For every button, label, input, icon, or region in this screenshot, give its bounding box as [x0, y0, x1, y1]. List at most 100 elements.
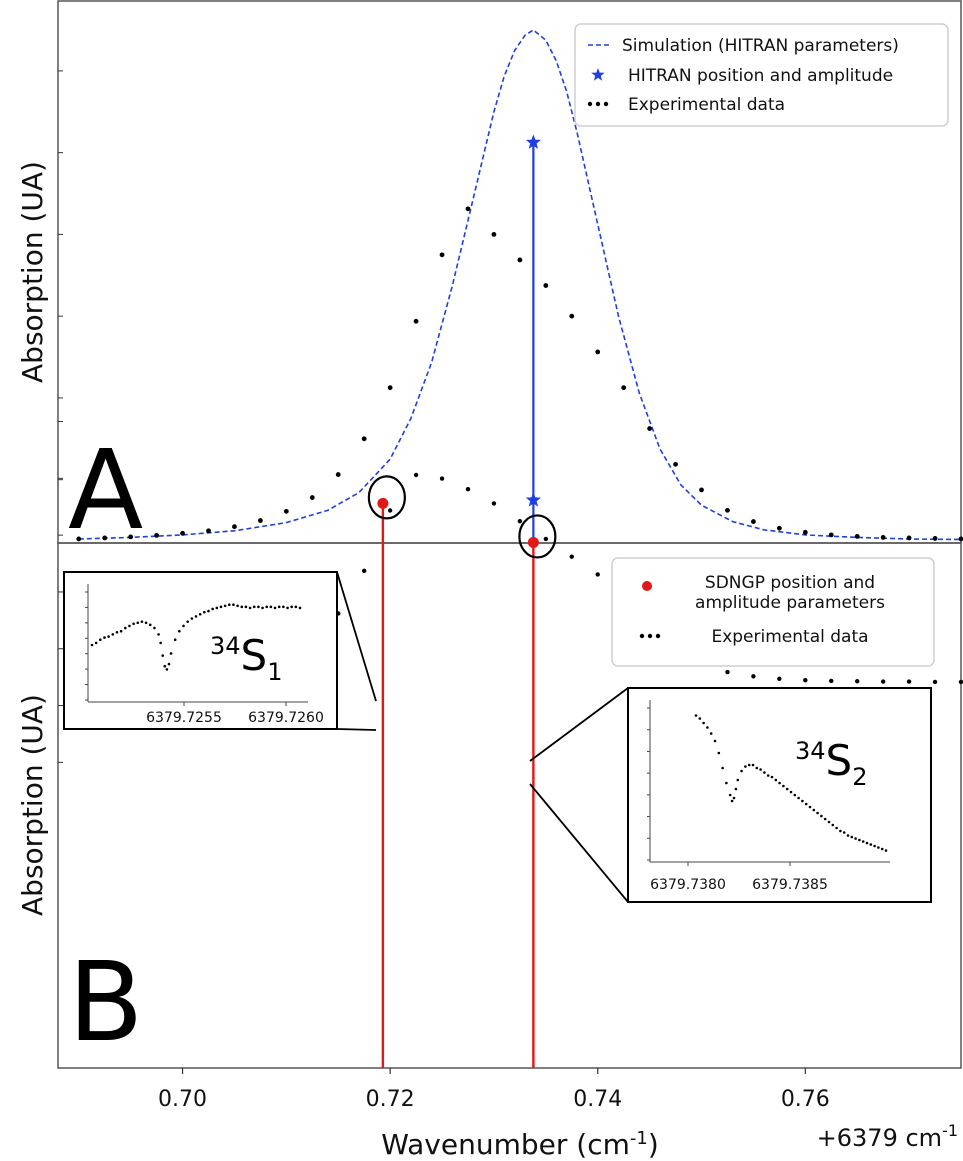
experimental-point	[673, 461, 678, 467]
inset-point	[244, 605, 248, 609]
inset-point	[793, 793, 797, 797]
inset-point	[694, 714, 698, 717]
experimental-point	[725, 507, 730, 513]
inset-xtick-label: 6379.7260	[248, 710, 324, 726]
inset-point	[157, 633, 160, 636]
legend-label-sdngp-line1: SDNGP position and	[705, 573, 875, 593]
inset-point	[136, 621, 140, 625]
inset-point	[198, 612, 202, 616]
inset-point	[165, 668, 169, 671]
experimental-point	[595, 572, 600, 577]
inset-point	[763, 771, 766, 774]
experimental-point	[387, 385, 393, 391]
inset-connector	[529, 687, 629, 762]
inset-point	[839, 829, 842, 833]
inset-point	[90, 643, 94, 647]
inset-point	[236, 604, 239, 608]
inset-point	[858, 838, 861, 842]
inset-point	[107, 635, 110, 638]
experimental-point	[128, 534, 134, 540]
x-tick-label: 0.76	[781, 1087, 830, 1112]
experimental-point	[491, 501, 497, 506]
inset-point	[190, 617, 194, 620]
experimental-point	[439, 476, 445, 481]
inset-point	[167, 662, 171, 666]
legend-red-dot-icon	[642, 581, 652, 591]
experimental-point	[932, 679, 938, 685]
inset-point	[854, 837, 857, 840]
inset-point	[717, 751, 721, 755]
inset-xtick-label: 6379.7385	[752, 877, 828, 893]
isotope-mass-number: 34	[795, 737, 826, 765]
panel-a-letter: A	[68, 426, 143, 554]
isotope-label: 34S1	[210, 631, 283, 686]
x-offset-text: +6379 cm	[817, 1124, 942, 1152]
experimental-point	[958, 679, 963, 685]
legend-dots-icon	[603, 101, 609, 107]
inset-xtick-label: 6379.7380	[650, 877, 726, 893]
x-title-close: )	[648, 1128, 659, 1161]
inset-point	[148, 623, 152, 627]
inset-point	[706, 726, 709, 729]
experimental-point	[647, 426, 653, 431]
sdngp-marker	[527, 536, 539, 548]
inset-point	[744, 765, 747, 768]
legend-star-icon	[591, 68, 605, 81]
inset-point	[709, 732, 713, 735]
inset-point	[223, 604, 227, 608]
x-axis-title: Wavenumber (cm-1)	[381, 1128, 659, 1161]
experimental-point	[621, 385, 627, 391]
inset-point	[203, 610, 206, 614]
inset-connector	[529, 783, 629, 903]
inset-point	[273, 606, 277, 610]
inset-point	[880, 847, 884, 851]
experimental-point	[803, 677, 808, 683]
legend-label-experimental: Experimental data	[628, 95, 785, 115]
inset-2: 6379.7380 6379.7385 34S2	[529, 687, 932, 903]
inset-point	[820, 814, 823, 818]
inset-point	[140, 620, 144, 623]
inset-point	[850, 835, 854, 839]
x-tick-label: 0.72	[366, 1087, 415, 1112]
inset-point	[721, 766, 724, 770]
inset-point	[298, 606, 302, 610]
inset-point	[207, 609, 210, 613]
panel-b: SDNGP position and amplitude parameters Ex…	[58, 421, 963, 1068]
inset-point	[286, 606, 289, 610]
experimental-point	[465, 487, 471, 492]
experimental-point	[906, 535, 912, 541]
inset-point	[128, 624, 131, 628]
inset-point	[252, 605, 256, 609]
inset-point	[194, 615, 198, 618]
experimental-point	[595, 349, 601, 355]
panel-a: Simulation (HITRAN parameters) HITRAN pos…	[58, 23, 963, 542]
inset-point	[804, 802, 808, 806]
inset-point	[182, 624, 185, 628]
isotope-index: 1	[267, 658, 282, 686]
legend-dots-icon	[595, 101, 601, 107]
experimental-point	[283, 508, 289, 514]
legend-dots-icon	[647, 633, 653, 639]
x-offset-superscript: -1	[942, 1121, 958, 1140]
inset-point	[698, 717, 702, 720]
experimental-point	[699, 487, 704, 493]
x-title-text: Wavenumber (cm	[381, 1128, 630, 1161]
experimental-point	[829, 678, 834, 684]
zoom-circle	[518, 514, 557, 559]
inset-point	[173, 638, 177, 641]
inset-point	[728, 793, 732, 797]
inset-point	[846, 834, 850, 837]
legend-label-simulation: Simulation (HITRAN parameters)	[622, 36, 899, 56]
inset-point	[755, 766, 759, 770]
legend-label-sdngp-line2: amplitude parameters	[695, 593, 885, 613]
inset-point	[816, 811, 819, 815]
inset-point	[734, 787, 738, 791]
inset-point	[770, 775, 774, 779]
experimental-point	[465, 206, 471, 212]
inset-point	[211, 607, 214, 611]
inset-point	[227, 603, 231, 607]
inset-point	[789, 790, 793, 794]
inset-point	[261, 606, 264, 610]
inset-point	[169, 652, 173, 655]
isotope-mass-number: 34	[210, 632, 241, 660]
